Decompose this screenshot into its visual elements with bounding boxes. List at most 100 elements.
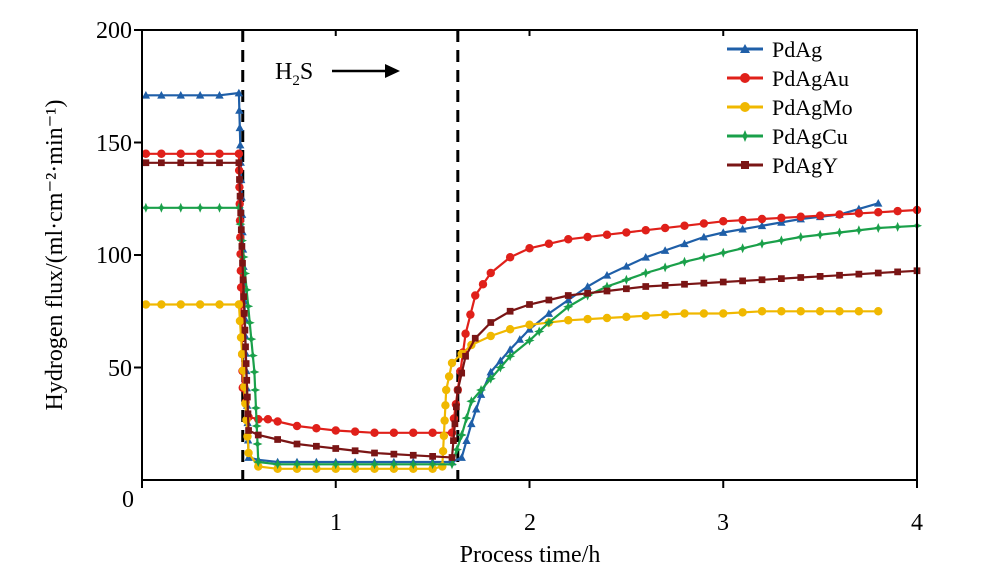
data-point-pdag: [719, 228, 728, 236]
data-point-pdagcu: [737, 243, 748, 254]
data-point-pdagau: [409, 428, 418, 437]
data-point-pdagcu: [476, 384, 487, 396]
data-point-pdagmo: [854, 307, 864, 316]
data-point-pdag: [680, 239, 689, 248]
data-point-pdagmo: [564, 316, 573, 325]
data-point-pdagy: [603, 287, 611, 295]
plot-frame: [141, 29, 918, 481]
data-point-pdagy: [448, 454, 456, 461]
data-point-pdagcu: [330, 459, 341, 470]
data-point-pdag: [157, 91, 166, 99]
data-point-pdagy: [894, 268, 901, 276]
data-point-pdagcu: [241, 284, 252, 295]
data-point-pdagmo: [583, 314, 592, 324]
data-point-pdagcu: [563, 301, 574, 312]
data-point-pdagy: [451, 420, 459, 428]
data-point-pdagau: [680, 221, 689, 230]
data-point-pdag: [195, 91, 205, 99]
x-tick-label-4: 4: [911, 510, 923, 536]
data-point-pdagmo: [447, 358, 457, 368]
data-point-pdagau: [622, 228, 631, 237]
data-point-pdagy: [506, 307, 514, 315]
data-point-pdagy: [409, 451, 417, 459]
data-point-pdagy: [237, 226, 245, 234]
data-point-pdagcu: [834, 227, 845, 238]
data-point-pdagy: [241, 326, 249, 334]
data-point-pdagcu: [679, 256, 690, 267]
right-arrow-icon: [332, 64, 400, 78]
data-point-pdag: [544, 309, 554, 317]
data-point-pdagcu: [621, 274, 632, 285]
data-point-pdagy: [351, 447, 359, 455]
data-point-pdagmo: [441, 401, 450, 410]
data-point-pdagcu: [244, 317, 255, 328]
data-point-pdagy: [739, 277, 746, 285]
data-point-pdagcu: [272, 459, 283, 470]
data-point-pdagy: [429, 453, 436, 460]
data-point-pdagau: [234, 149, 244, 158]
legend: PdAg PdAgAu PdAgMo PdAgCu PdAgY: [727, 37, 853, 178]
data-point-pdagy: [245, 427, 252, 434]
x-tick-label-0: 0: [122, 487, 134, 513]
data-point-pdagmo: [243, 432, 252, 441]
data-point-pdag: [602, 271, 612, 279]
data-point-pdagau: [564, 235, 573, 244]
data-point-pdagcu: [175, 202, 186, 213]
data-point-pdagcu: [251, 420, 262, 432]
data-point-pdagmo: [157, 300, 166, 309]
data-point-pdagy: [700, 279, 708, 287]
data-point-pdagmo: [505, 325, 515, 334]
data-point-pdagy: [371, 449, 378, 457]
x-axis-title: Process time/h: [460, 542, 601, 568]
data-point-pdagau: [602, 230, 612, 239]
data-point-pdagy: [239, 276, 247, 284]
data-point-pdagcu: [214, 202, 225, 213]
data-point-pdagy: [452, 403, 460, 411]
data-point-pdagmo: [439, 431, 449, 441]
data-point-pdagcu: [243, 301, 254, 312]
data-point-pdagy: [243, 393, 251, 401]
data-point-pdag: [757, 221, 767, 230]
data-point-pdagmo: [486, 331, 495, 341]
data-point-pdagmo: [244, 448, 253, 458]
data-point-pdagcu: [815, 229, 826, 240]
data-point-pdagau: [157, 149, 166, 158]
data-point-pdagau: [796, 212, 805, 221]
data-point-pdagmo: [699, 309, 709, 318]
data-point-pdagy: [584, 289, 591, 297]
data-point-pdagmo: [796, 307, 805, 316]
data-point-pdagy: [240, 293, 248, 300]
data-point-pdagy: [642, 283, 650, 290]
data-point-pdagcu: [873, 222, 884, 234]
data-point-pdagau: [176, 149, 185, 158]
data-point-pdagy: [238, 243, 246, 250]
data-point-pdagy: [874, 269, 882, 277]
legend-marker-pdagmo: [740, 102, 750, 112]
legend-label-pdagy: PdAgY: [772, 153, 838, 178]
data-point-pdagy: [158, 159, 165, 167]
data-point-pdagcu: [233, 202, 244, 213]
data-point-pdagmo: [440, 416, 449, 425]
legend-marker-pdagy: [741, 161, 749, 169]
data-point-pdagcu: [495, 362, 506, 373]
data-point-pdagcu: [485, 373, 496, 384]
data-point-pdagy: [471, 334, 479, 342]
data-point-pdagcu: [369, 459, 380, 470]
data-point-pdagmo: [237, 349, 247, 359]
data-point-pdagcu: [250, 402, 261, 414]
h2s-annotation: H2S: [275, 59, 313, 89]
data-point-pdagmo: [874, 307, 883, 316]
data-point-pdag: [641, 253, 650, 261]
data-point-pdagcu: [246, 334, 257, 345]
data-point-pdagau: [815, 211, 825, 220]
data-point-pdagy: [177, 159, 185, 167]
data-point-pdagau: [331, 426, 340, 435]
data-point-pdagy: [332, 445, 340, 452]
data-point-pdagy: [778, 275, 785, 282]
data-point-pdagcu: [253, 456, 264, 468]
data-point-pdagau: [370, 428, 379, 437]
data-point-pdagmo: [680, 309, 689, 318]
x-tick-label-2: 2: [524, 510, 536, 536]
data-point-pdagy: [661, 282, 669, 289]
h2s-s: S: [300, 59, 313, 85]
